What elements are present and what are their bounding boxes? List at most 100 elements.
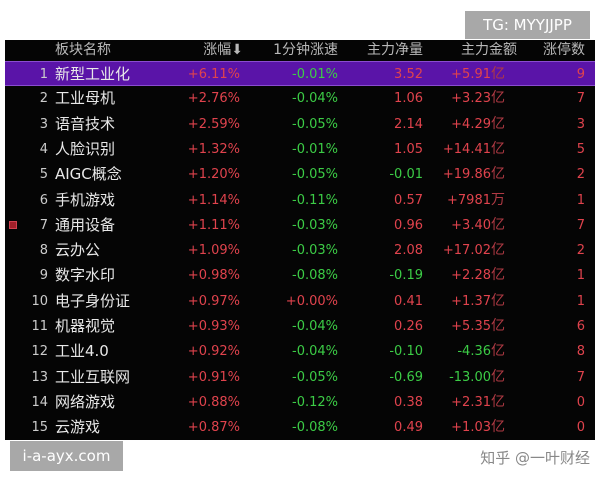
change-pct: +1.11% (187, 217, 240, 233)
sector-name: 工业母机 (55, 89, 116, 108)
amount-value: +3.23 (451, 91, 491, 107)
limit-up-count: 0 (576, 420, 585, 436)
table-row[interactable]: 2 工业母机 +2.76% -0.04% 1.06 +3.23亿 7 (5, 86, 595, 111)
table-row[interactable]: 6 手机游戏 +1.14% -0.11% 0.57 +7981万 1 (5, 188, 595, 213)
row-index: 14 (31, 394, 48, 410)
header-amount[interactable]: 主力金额 (461, 42, 517, 58)
limit-up-count: 1 (576, 192, 585, 208)
amount-value: +2.28 (451, 268, 491, 284)
table-row[interactable]: 8 云办公 +1.09% -0.03% 2.08 +17.02亿 2 (5, 238, 595, 263)
amount-value: +7981 (447, 192, 491, 208)
sector-name: 云游戏 (55, 418, 101, 437)
amount-unit: 万 (491, 191, 505, 208)
marker-icon (9, 220, 17, 229)
header-name[interactable]: 板块名称 (55, 42, 111, 58)
main-amount: +5.35亿 (451, 314, 505, 339)
watermark-tg: TG: MYYJJPP (465, 11, 590, 39)
row-index: 11 (31, 319, 48, 334)
limit-up-count: 8 (576, 344, 585, 360)
amount-unit: 亿 (491, 419, 505, 436)
main-amount: +2.31亿 (451, 390, 505, 415)
table-row[interactable]: 10 电子身份证 +0.97% +0.00% 0.41 +1.37亿 1 (5, 289, 595, 314)
row-index: 9 (39, 268, 48, 284)
amount-unit: 亿 (491, 267, 505, 284)
main-net: 0.26 (394, 319, 423, 334)
sector-name: 语音技术 (55, 114, 116, 133)
limit-up-count: 6 (576, 319, 585, 334)
row-index: 2 (39, 91, 48, 107)
row-index: 6 (39, 192, 48, 208)
limit-up-count: 9 (576, 67, 585, 82)
table-row[interactable]: 1 新型工业化 +6.11% -0.01% 3.52 +5.91亿 9 (5, 61, 595, 86)
sector-name: 云办公 (55, 241, 101, 260)
change-pct: +0.98% (187, 268, 240, 284)
header-speed[interactable]: 1分钟涨速 (273, 42, 338, 58)
amount-unit: 亿 (491, 140, 505, 157)
main-amount: -13.00亿 (449, 365, 505, 390)
table-row[interactable]: 9 数字水印 +0.98% -0.08% -0.19 +2.28亿 1 (5, 263, 595, 288)
table-row[interactable]: 13 工业互联网 +0.91% -0.05% -0.69 -13.00亿 7 (5, 365, 595, 390)
table-row[interactable]: 5 AIGC概念 +1.20% -0.05% -0.01 +19.86亿 2 (5, 162, 595, 187)
sector-name: 通用设备 (55, 215, 116, 234)
one-min-speed: -0.04% (292, 91, 338, 107)
header-pct-label: 涨幅 (203, 42, 232, 58)
change-pct: +1.14% (187, 192, 240, 208)
change-pct: +1.32% (187, 141, 240, 157)
main-amount: +3.40亿 (451, 213, 505, 238)
row-index: 3 (39, 116, 48, 132)
header-net[interactable]: 主力净量 (367, 42, 423, 58)
amount-value: +14.41 (442, 141, 491, 157)
row-index: 7 (39, 217, 48, 233)
one-min-speed: -0.01% (292, 67, 338, 82)
amount-value: +3.40 (451, 217, 491, 233)
table-row[interactable]: 3 语音技术 +2.59% -0.05% 2.14 +4.29亿 3 (5, 112, 595, 137)
sector-ranking-table: 板块名称 涨幅⬇ 1分钟涨速 主力净量 主力金额 涨停数 1 新型工业化 +6.11… (5, 40, 595, 440)
amount-value: +19.86 (442, 167, 491, 183)
row-index: 15 (31, 420, 48, 436)
limit-up-count: 2 (576, 243, 585, 259)
change-pct: +0.93% (187, 319, 240, 334)
one-min-speed: -0.01% (292, 141, 338, 157)
change-pct: +1.20% (187, 167, 240, 183)
change-pct: +0.97% (187, 293, 240, 309)
table-row[interactable]: 4 人脸识别 +1.32% -0.01% 1.05 +14.41亿 5 (5, 137, 595, 162)
one-min-speed: -0.08% (292, 420, 338, 436)
amount-unit: 亿 (491, 166, 505, 183)
amount-value: +5.91 (451, 67, 491, 82)
main-net: -0.19 (389, 268, 423, 284)
one-min-speed: -0.04% (292, 319, 338, 334)
arrow-down-icon: ⬇ (231, 42, 243, 58)
amount-unit: 亿 (491, 343, 505, 360)
one-min-speed: -0.05% (292, 167, 338, 183)
amount-unit: 亿 (491, 216, 505, 233)
one-min-speed: +0.00% (285, 293, 338, 309)
main-amount: +14.41亿 (443, 137, 505, 162)
one-min-speed: -0.11% (292, 192, 338, 208)
table-row[interactable]: 7 通用设备 +1.11% -0.03% 0.96 +3.40亿 7 (5, 213, 595, 238)
amount-unit: 亿 (491, 318, 505, 334)
sector-name: 机器视觉 (55, 317, 116, 335)
amount-value: +4.29 (451, 116, 491, 132)
change-pct: +2.76% (187, 91, 240, 107)
limit-up-count: 1 (576, 268, 585, 284)
main-net: 0.96 (394, 217, 423, 233)
sector-name: 数字水印 (55, 266, 116, 285)
header-pct[interactable]: 涨幅⬇ (203, 40, 243, 60)
limit-up-count: 7 (576, 217, 585, 233)
main-net: 0.49 (394, 420, 423, 436)
one-min-speed: -0.05% (292, 116, 338, 132)
amount-value: +1.03 (451, 420, 491, 436)
row-index: 8 (39, 243, 48, 259)
main-net: 3.52 (394, 67, 423, 82)
table-row[interactable]: 15 云游戏 +0.87% -0.08% 0.49 +1.03亿 0 (5, 415, 595, 440)
header-limit[interactable]: 涨停数 (543, 42, 585, 58)
main-net: 2.14 (394, 116, 423, 132)
table-row[interactable]: 12 工业4.0 +0.92% -0.04% -0.10 -4.36亿 8 (5, 339, 595, 364)
main-net: -0.10 (389, 344, 423, 360)
sector-name: 电子身份证 (55, 291, 131, 310)
amount-unit: 亿 (491, 66, 505, 82)
one-min-speed: -0.12% (292, 394, 338, 410)
table-row[interactable]: 14 网络游戏 +0.88% -0.12% 0.38 +2.31亿 0 (5, 390, 595, 415)
amount-unit: 亿 (491, 393, 505, 410)
table-row[interactable]: 11 机器视觉 +0.93% -0.04% 0.26 +5.35亿 6 (5, 314, 595, 339)
